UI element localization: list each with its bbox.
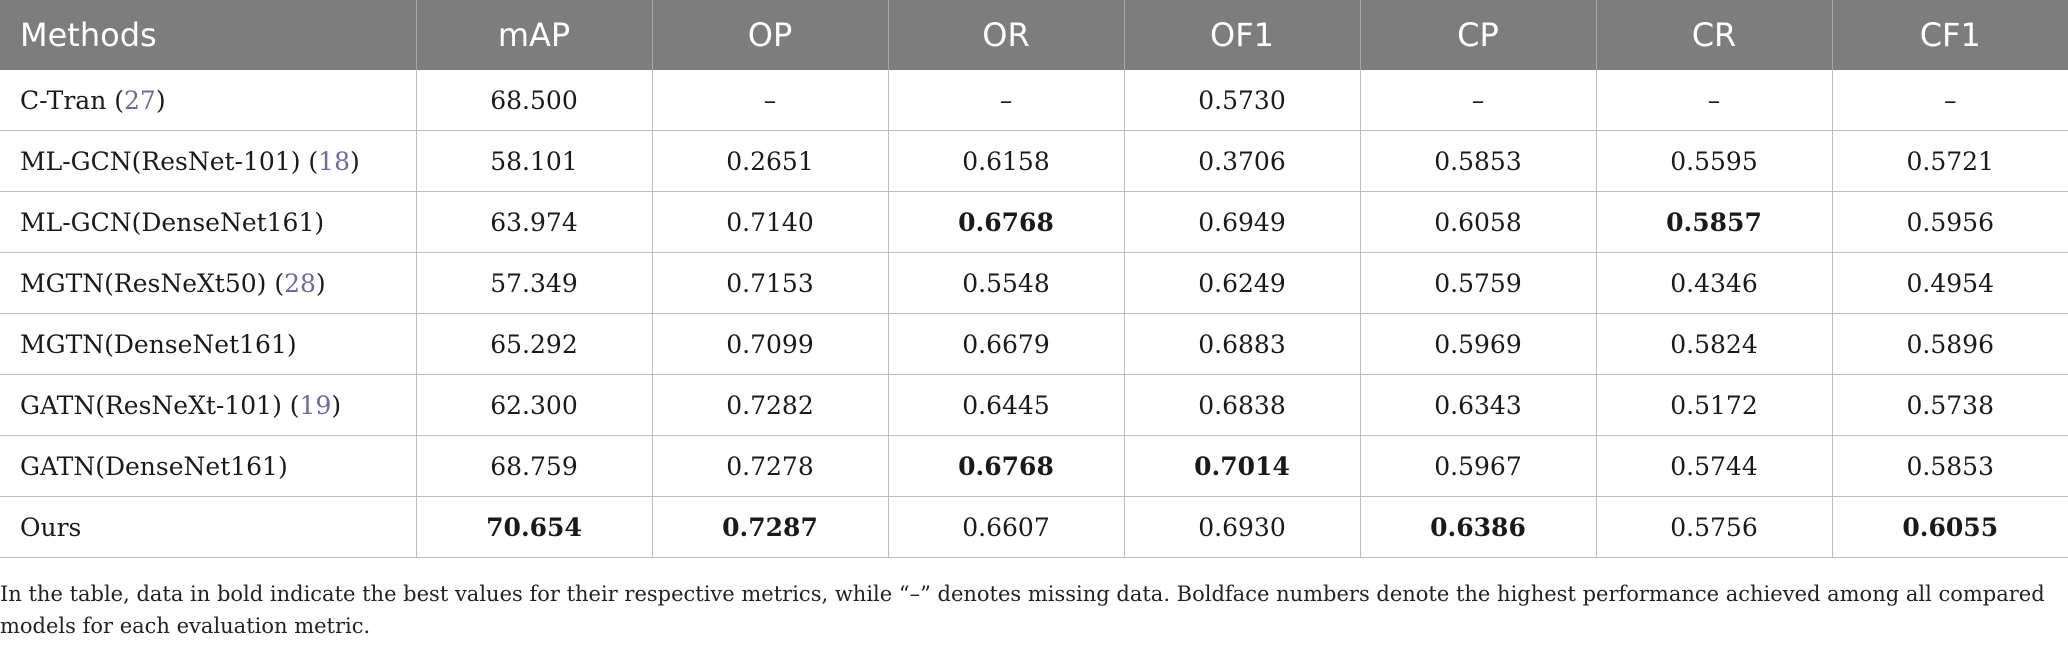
table-row: Ours 70.654 0.7287 0.6607 0.6930 0.6386 0.5756… bbox=[0, 496, 2068, 558]
metric-cell-cp: 0.6386 bbox=[1360, 496, 1597, 558]
citation-link[interactable]: 28 bbox=[284, 268, 316, 298]
table-row: ML-GCN(ResNet-101) (18) 58.101 0.2651 0.615… bbox=[0, 130, 2068, 192]
metric-cell-of1: 0.6949 bbox=[1124, 191, 1361, 253]
method-cell: GATN(DenseNet161) bbox=[0, 435, 417, 497]
method-name: C-Tran bbox=[20, 85, 107, 115]
citation-link[interactable]: 19 bbox=[299, 390, 332, 420]
metric-cell-or: 0.6607 bbox=[888, 496, 1125, 558]
metric-cell-of1: 0.6838 bbox=[1124, 374, 1361, 436]
method-cell: MGTN(DenseNet161) bbox=[0, 313, 417, 375]
metric-cell-op: 0.7153 bbox=[652, 252, 889, 314]
method-name: ML-GCN(ResNet-101) bbox=[20, 146, 301, 176]
metric-cell-cr: 0.4346 bbox=[1596, 252, 1833, 314]
table-row: C-Tran (27) 68.500– –0.5730– – – bbox=[0, 70, 2068, 131]
metric-cell-map: 65.292 bbox=[416, 313, 653, 375]
column-header-map: mAP bbox=[416, 0, 653, 70]
table-header: Methods mAP OP OR OF1 CP CR CF1 bbox=[0, 0, 2068, 70]
metric-cell-cp: 0.6343 bbox=[1360, 374, 1597, 436]
metric-cell-cr: – bbox=[1596, 70, 1833, 131]
citation-link[interactable]: 18 bbox=[318, 146, 350, 176]
metric-cell-cf1: 0.5738 bbox=[1832, 374, 2068, 436]
metric-cell-of1: 0.6249 bbox=[1124, 252, 1361, 314]
column-header-or: OR bbox=[888, 0, 1125, 70]
method-name: MGTN(DenseNet161) bbox=[20, 329, 297, 359]
method-name: GATN(ResNeXt-101) bbox=[20, 390, 282, 420]
column-header-cp: CP bbox=[1360, 0, 1597, 70]
metric-cell-cr: 0.5857 bbox=[1596, 191, 1833, 253]
method-name: MGTN(ResNeXt50) bbox=[20, 268, 267, 298]
metric-cell-or: 0.5548 bbox=[888, 252, 1125, 314]
header-row: Methods mAP OP OR OF1 CP CR CF1 bbox=[0, 0, 2068, 70]
table-row: MGTN(DenseNet161) 65.292 0.7099 0.6679 0.688… bbox=[0, 313, 2068, 375]
metric-cell-of1: 0.7014 bbox=[1124, 435, 1361, 497]
citation-link[interactable]: 27 bbox=[124, 85, 156, 115]
metric-cell-cf1: 0.6055 bbox=[1832, 496, 2068, 558]
method-name: ML-GCN(DenseNet161) bbox=[20, 207, 325, 237]
metric-cell-or: 0.6768 bbox=[888, 435, 1125, 497]
metric-cell-op: 0.7099 bbox=[652, 313, 889, 375]
method-name: GATN(DenseNet161) bbox=[20, 451, 288, 481]
method-cell: Ours bbox=[0, 496, 417, 558]
metric-cell-map: 70.654 bbox=[416, 496, 653, 558]
column-header-methods: Methods bbox=[0, 0, 417, 70]
metric-cell-cf1: 0.5721 bbox=[1832, 130, 2068, 192]
metric-cell-map: 57.349 bbox=[416, 252, 653, 314]
metric-cell-or: 0.6445 bbox=[888, 374, 1125, 436]
metric-cell-cp: 0.6058 bbox=[1360, 191, 1597, 253]
metric-cell-cr: 0.5824 bbox=[1596, 313, 1833, 375]
method-cell: MGTN(ResNeXt50) (28) bbox=[0, 252, 417, 314]
metric-cell-op: – bbox=[652, 70, 889, 131]
metric-cell-op: 0.7282 bbox=[652, 374, 889, 436]
metric-cell-map: 68.759 bbox=[416, 435, 653, 497]
metric-cell-of1: 0.6883 bbox=[1124, 313, 1361, 375]
metric-cell-cr: 0.5744 bbox=[1596, 435, 1833, 497]
metric-cell-map: 63.974 bbox=[416, 191, 653, 253]
method-cell: ML-GCN(DenseNet161) bbox=[0, 191, 417, 253]
method-cell: ML-GCN(ResNet-101) (18) bbox=[0, 130, 417, 192]
method-name: Ours bbox=[20, 512, 82, 542]
metric-cell-cf1: 0.5853 bbox=[1832, 435, 2068, 497]
metric-cell-cr: 0.5172 bbox=[1596, 374, 1833, 436]
metric-cell-of1: 0.6930 bbox=[1124, 496, 1361, 558]
metric-cell-cf1: 0.4954 bbox=[1832, 252, 2068, 314]
table-row: GATN(DenseNet161) 68.759 0.7278 0.6768 0.701… bbox=[0, 435, 2068, 497]
metric-cell-cp: 0.5969 bbox=[1360, 313, 1597, 375]
metric-cell-or: 0.6768 bbox=[888, 191, 1125, 253]
metric-cell-cr: 0.5756 bbox=[1596, 496, 1833, 558]
metric-cell-cp: 0.5853 bbox=[1360, 130, 1597, 192]
metric-cell-or: – bbox=[888, 70, 1125, 131]
metric-cell-cp: 0.5967 bbox=[1360, 435, 1597, 497]
metric-cell-cf1: 0.5956 bbox=[1832, 191, 2068, 253]
metric-cell-of1: 0.5730 bbox=[1124, 70, 1361, 131]
results-table: Methods mAP OP OR OF1 CP CR CF1 C-Tran (… bbox=[0, 0, 2068, 558]
metric-cell-of1: 0.3706 bbox=[1124, 130, 1361, 192]
metric-cell-op: 0.2651 bbox=[652, 130, 889, 192]
metric-cell-or: 0.6158 bbox=[888, 130, 1125, 192]
table-footnote: In the table, data in bold indicate the … bbox=[0, 582, 2045, 638]
metric-cell-map: 68.500 bbox=[416, 70, 653, 131]
table-body: C-Tran (27) 68.500– –0.5730– – – ML-GCN(ResNe… bbox=[0, 70, 2068, 558]
table-row: ML-GCN(DenseNet161) 63.974 0.7140 0.6768 0.6… bbox=[0, 191, 2068, 253]
metric-cell-cf1: 0.5896 bbox=[1832, 313, 2068, 375]
column-header-cf1: CF1 bbox=[1832, 0, 2068, 70]
metric-cell-cr: 0.5595 bbox=[1596, 130, 1833, 192]
method-cell: GATN(ResNeXt-101) (19) bbox=[0, 374, 417, 436]
metric-cell-cp: – bbox=[1360, 70, 1597, 131]
column-header-op: OP bbox=[652, 0, 889, 70]
table-row: MGTN(ResNeXt50) (28) 57.349 0.7153 0.5548 0.… bbox=[0, 252, 2068, 314]
column-header-cr: CR bbox=[1596, 0, 1833, 70]
table-row: GATN(ResNeXt-101) (19) 62.300 0.7282 0.6445… bbox=[0, 374, 2068, 436]
method-cell: C-Tran (27) bbox=[0, 70, 417, 131]
metric-cell-cp: 0.5759 bbox=[1360, 252, 1597, 314]
metric-cell-op: 0.7278 bbox=[652, 435, 889, 497]
metric-cell-map: 62.300 bbox=[416, 374, 653, 436]
metric-cell-or: 0.6679 bbox=[888, 313, 1125, 375]
metric-cell-op: 0.7287 bbox=[652, 496, 889, 558]
metric-cell-map: 58.101 bbox=[416, 130, 653, 192]
metric-cell-cf1: – bbox=[1832, 70, 2068, 131]
metric-cell-op: 0.7140 bbox=[652, 191, 889, 253]
column-header-of1: OF1 bbox=[1124, 0, 1361, 70]
